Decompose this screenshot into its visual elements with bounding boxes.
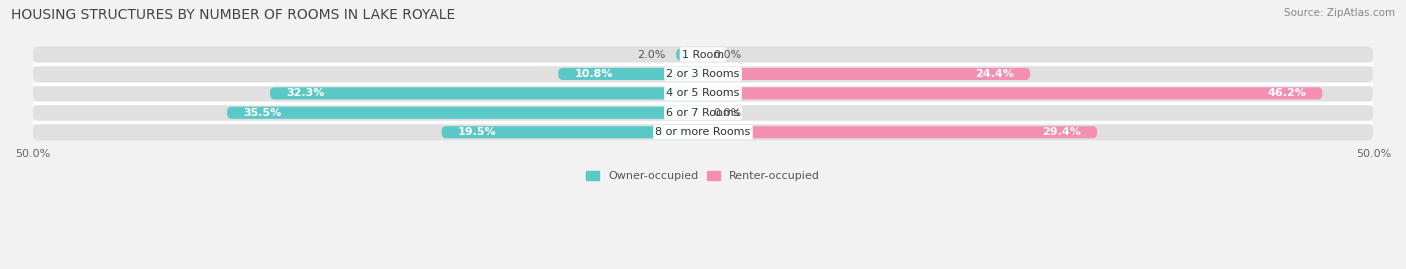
Text: 0.0%: 0.0% <box>714 49 742 59</box>
FancyBboxPatch shape <box>32 124 1374 140</box>
FancyBboxPatch shape <box>32 46 1374 63</box>
FancyBboxPatch shape <box>441 126 703 138</box>
FancyBboxPatch shape <box>32 85 1374 101</box>
FancyBboxPatch shape <box>32 66 1374 82</box>
Text: 35.5%: 35.5% <box>243 108 281 118</box>
Text: 6 or 7 Rooms: 6 or 7 Rooms <box>666 108 740 118</box>
FancyBboxPatch shape <box>226 107 703 119</box>
Text: 1 Room: 1 Room <box>682 49 724 59</box>
Legend: Owner-occupied, Renter-occupied: Owner-occupied, Renter-occupied <box>581 167 825 186</box>
Text: HOUSING STRUCTURES BY NUMBER OF ROOMS IN LAKE ROYALE: HOUSING STRUCTURES BY NUMBER OF ROOMS IN… <box>11 8 456 22</box>
FancyBboxPatch shape <box>32 105 1374 121</box>
Text: 46.2%: 46.2% <box>1267 88 1306 98</box>
FancyBboxPatch shape <box>558 68 703 80</box>
Text: 24.4%: 24.4% <box>976 69 1014 79</box>
Text: 8 or more Rooms: 8 or more Rooms <box>655 127 751 137</box>
FancyBboxPatch shape <box>270 87 703 99</box>
FancyBboxPatch shape <box>703 87 1323 99</box>
Text: Source: ZipAtlas.com: Source: ZipAtlas.com <box>1284 8 1395 18</box>
Text: 2.0%: 2.0% <box>637 49 665 59</box>
Text: 29.4%: 29.4% <box>1042 127 1081 137</box>
FancyBboxPatch shape <box>676 48 703 61</box>
Text: 2 or 3 Rooms: 2 or 3 Rooms <box>666 69 740 79</box>
Text: 4 or 5 Rooms: 4 or 5 Rooms <box>666 88 740 98</box>
Text: 32.3%: 32.3% <box>285 88 325 98</box>
FancyBboxPatch shape <box>703 126 1097 138</box>
Text: 10.8%: 10.8% <box>574 69 613 79</box>
FancyBboxPatch shape <box>703 68 1031 80</box>
Text: 19.5%: 19.5% <box>457 127 496 137</box>
Text: 0.0%: 0.0% <box>714 108 742 118</box>
